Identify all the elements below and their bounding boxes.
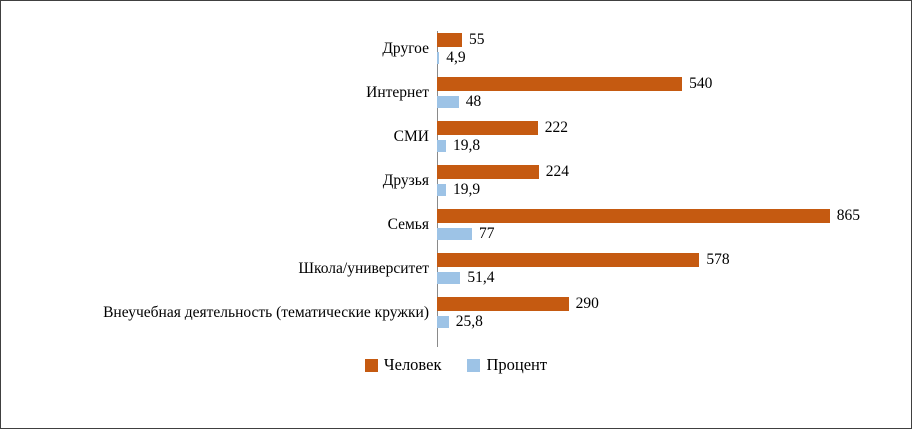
bar-line-chelovek: 224 [437, 163, 891, 181]
value-label-procent: 4,9 [446, 49, 466, 66]
bar-procent [437, 272, 461, 284]
chart-row: Внеучебная деятельность (тематические кр… [1, 291, 911, 335]
value-label-chelovek: 540 [689, 75, 713, 92]
chart-row: Школа/университет 578 51,4 [1, 247, 911, 291]
chart-row: Друзья 224 19,9 [1, 159, 911, 203]
value-label-chelovek: 578 [706, 251, 730, 268]
chart-row: Семья 865 77 [1, 203, 911, 247]
value-label-chelovek: 55 [468, 31, 485, 48]
bar-line-chelovek: 578 [437, 251, 891, 269]
plot-cell: 865 77 [437, 207, 911, 243]
bar-chelovek [437, 77, 683, 91]
value-label-procent: 51,4 [467, 269, 495, 286]
bar-chelovek [437, 121, 538, 135]
category-label: СМИ [393, 127, 429, 145]
category-label: Друзья [382, 171, 429, 189]
bar-procent [437, 184, 447, 196]
bar-line-procent: 19,9 [437, 181, 891, 199]
bar-procent [437, 140, 446, 152]
chart-legend: Человек Процент [1, 355, 911, 375]
value-label-procent: 48 [465, 93, 482, 110]
bar-line-procent: 4,9 [437, 49, 891, 67]
plot-cell: 224 19,9 [437, 163, 911, 199]
bar-line-chelovek: 540 [437, 75, 891, 93]
category-label: Семья [387, 215, 429, 233]
bar-line-procent: 48 [437, 93, 891, 111]
bar-chelovek [437, 209, 830, 223]
legend-item-procent: Процент [467, 355, 547, 375]
value-label-procent: 19,8 [452, 137, 481, 154]
value-label-chelovek: 290 [575, 295, 599, 312]
plot-cell: 578 51,4 [437, 251, 911, 287]
bar-procent [437, 228, 472, 240]
bar-line-procent: 19,8 [437, 137, 891, 155]
bar-line-chelovek: 865 [437, 207, 891, 225]
value-label-chelovek: 222 [544, 119, 569, 136]
legend-label-chelovek: Человек [383, 355, 442, 374]
bar-chelovek [437, 253, 700, 267]
value-label-procent: 25,8 [455, 313, 483, 330]
bar-procent [437, 52, 440, 64]
legend-swatch-procent [467, 358, 481, 372]
bar-line-procent: 25,8 [437, 313, 891, 331]
value-label-chelovek: 865 [836, 207, 860, 224]
category-label: Другое [382, 39, 429, 57]
chart-row: СМИ 222 19,8 [1, 115, 911, 159]
category-label: Интернет [366, 83, 429, 101]
bar-line-chelovek: 290 [437, 295, 891, 313]
plot-cell: 540 48 [437, 75, 911, 111]
bar-line-procent: 77 [437, 225, 891, 243]
legend-item-chelovek: Человек [364, 355, 442, 375]
bar-chelovek [437, 165, 539, 179]
legend-label-procent: Процент [486, 355, 548, 374]
plot-cell: 222 19,8 [437, 119, 911, 155]
bar-chelovek [437, 297, 569, 311]
chart-row: Интернет 540 48 [1, 71, 911, 115]
bar-chelovek [437, 33, 462, 47]
category-label: Школа/университет [298, 259, 429, 277]
bar-line-chelovek: 55 [437, 31, 891, 49]
chart-row: Другое 55 4,9 [1, 27, 911, 71]
bar-line-procent: 51,4 [437, 269, 891, 287]
plot-cell: 290 25,8 [437, 295, 911, 331]
bar-procent [437, 96, 459, 108]
plot-cell: 55 4,9 [437, 31, 911, 67]
bar-procent [437, 316, 449, 328]
chart-rows: Другое 55 4,9 Интернет 540 48 СМИ 222 19,8 Друзья… [1, 27, 911, 335]
legend-swatch-chelovek [364, 358, 378, 372]
value-label-procent: 77 [478, 225, 495, 242]
value-label-chelovek: 224 [545, 163, 569, 180]
category-label: Внеучебная деятельность (тематические кр… [103, 303, 429, 321]
bar-line-chelovek: 222 [437, 119, 891, 137]
value-label-procent: 19,9 [453, 181, 481, 198]
